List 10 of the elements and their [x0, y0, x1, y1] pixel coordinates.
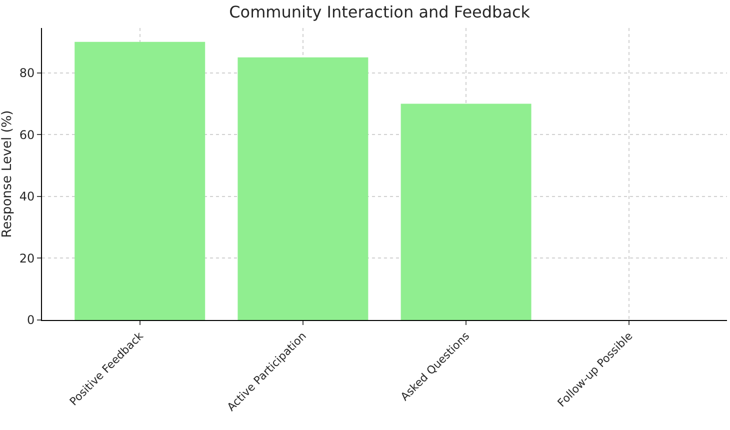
bar	[74, 42, 206, 320]
y-tick-label: 0	[26, 313, 35, 328]
y-tick-label: 40	[19, 190, 35, 204]
y-tick-label: 60	[19, 128, 35, 142]
y-axis-title: Response Level (%)	[0, 110, 15, 238]
bar	[238, 57, 368, 320]
chart-title: Community Interaction and Feedback	[229, 2, 531, 22]
bar	[400, 104, 532, 320]
y-tick-label: 80	[19, 66, 35, 80]
y-tick-label: 20	[19, 251, 35, 266]
